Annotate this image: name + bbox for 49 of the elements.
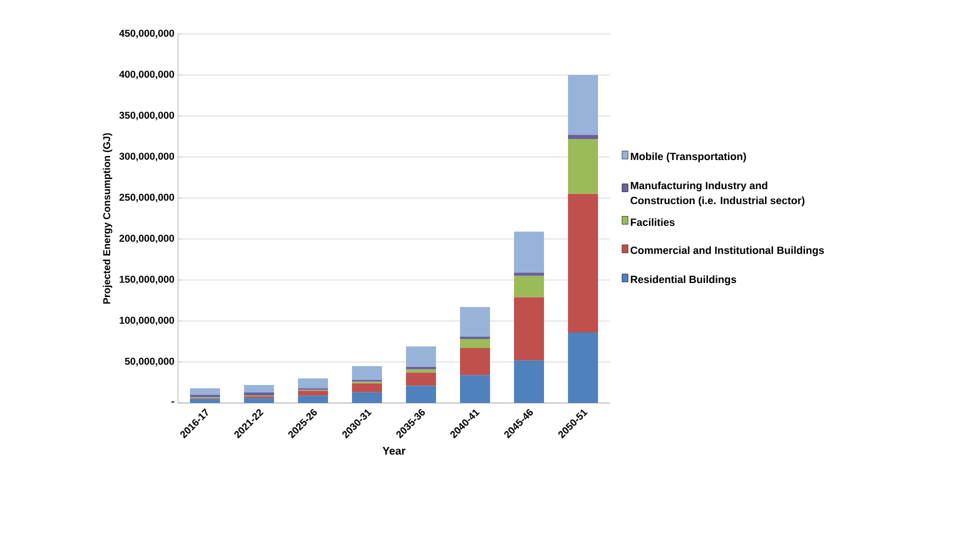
legend-label: Residential Buildings <box>630 275 736 286</box>
bar <box>406 369 436 373</box>
bar <box>244 384 274 392</box>
legend-label: Mobile (Transportation) <box>630 152 746 162</box>
bar <box>568 138 598 194</box>
bar <box>568 134 598 139</box>
bar <box>514 276 544 298</box>
bar <box>514 360 544 403</box>
bar <box>514 297 544 360</box>
y-tick-label: 200,000,000 <box>119 234 174 244</box>
bar <box>460 375 490 403</box>
bar <box>244 398 274 403</box>
bar <box>352 383 382 392</box>
bar <box>244 392 274 396</box>
y-tick-label: 450,000,000 <box>119 30 174 38</box>
bar <box>298 378 328 388</box>
bar <box>298 390 328 396</box>
bar <box>514 272 544 276</box>
bar <box>352 392 382 403</box>
legend-label: Commercial and Institutional Buildings <box>630 246 824 256</box>
bar <box>460 339 490 348</box>
bar <box>460 348 490 376</box>
bar <box>568 194 598 332</box>
legend-label: Facilities <box>630 218 675 226</box>
bar <box>406 372 436 386</box>
x-axis-title: Year <box>382 447 406 455</box>
bar <box>190 398 220 403</box>
bar <box>460 336 490 340</box>
y-tick-label: 250,000,000 <box>119 194 174 202</box>
bar <box>406 346 436 367</box>
legend-label: Manufacturing Industry and Construction (i.e. Industrial sector) <box>630 182 804 206</box>
y-tick-label: 300,000,000 <box>119 152 174 162</box>
y-tick-label: 350,000,000 <box>119 112 174 120</box>
bar <box>568 332 598 403</box>
y-tick-label: 150,000,000 <box>120 276 174 284</box>
bar <box>406 386 436 403</box>
y-tick-label: - <box>172 401 174 403</box>
y-tick-label: 400,000,000 <box>119 70 174 80</box>
bar <box>460 307 490 337</box>
bar <box>298 396 328 403</box>
bar <box>568 74 598 135</box>
y-tick-label: 50,000,000 <box>124 358 174 366</box>
bar <box>352 366 382 380</box>
bar <box>406 366 436 370</box>
bar <box>514 232 544 273</box>
bar <box>190 394 220 398</box>
y-tick-label: 100,000,000 <box>120 316 174 326</box>
bar <box>190 388 220 395</box>
y-axis-title: Projected Energy Consumption (GJ) <box>102 133 112 304</box>
